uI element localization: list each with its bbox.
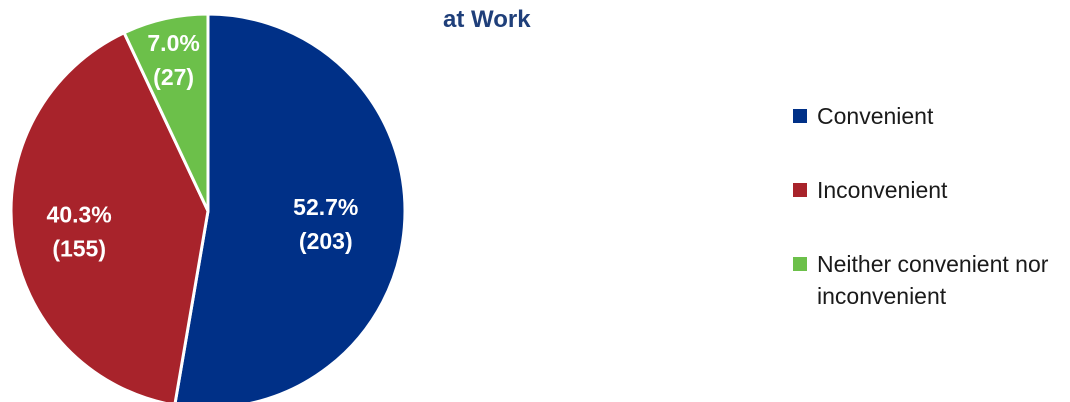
legend-label-inconvenient: Inconvenient: [817, 177, 948, 203]
legend: Convenient Inconvenient Neither convenie…: [793, 100, 1067, 354]
pie-slice-percent-label: 52.7%: [293, 194, 358, 220]
pie-slice-count-label: (203): [299, 228, 353, 254]
legend-label-neither: Neither convenient nor inconvenient: [817, 251, 1049, 309]
legend-swatch-neither: [793, 257, 807, 271]
pie-slice-percent-label: 40.3%: [47, 202, 112, 228]
pie-slice-inconvenient: [9, 30, 210, 402]
pie-slice-count-label: (27): [153, 64, 194, 90]
pie-slice-neither-convenient-nor-inconvenient: [122, 12, 210, 212]
pie-slice-convenient: [173, 12, 407, 402]
legend-item-inconvenient: Inconvenient: [793, 174, 1067, 206]
legend-item-neither: Neither convenient nor inconvenient: [793, 248, 1067, 312]
legend-swatch-inconvenient: [793, 183, 807, 197]
legend-label-convenient: Convenient: [817, 103, 934, 129]
chart-title: at Work: [443, 6, 531, 33]
pie-slice-percent-label: 7.0%: [147, 30, 199, 56]
legend-item-convenient: Convenient: [793, 100, 1067, 132]
pie-slice-count-label: (155): [52, 236, 106, 262]
legend-swatch-convenient: [793, 109, 807, 123]
